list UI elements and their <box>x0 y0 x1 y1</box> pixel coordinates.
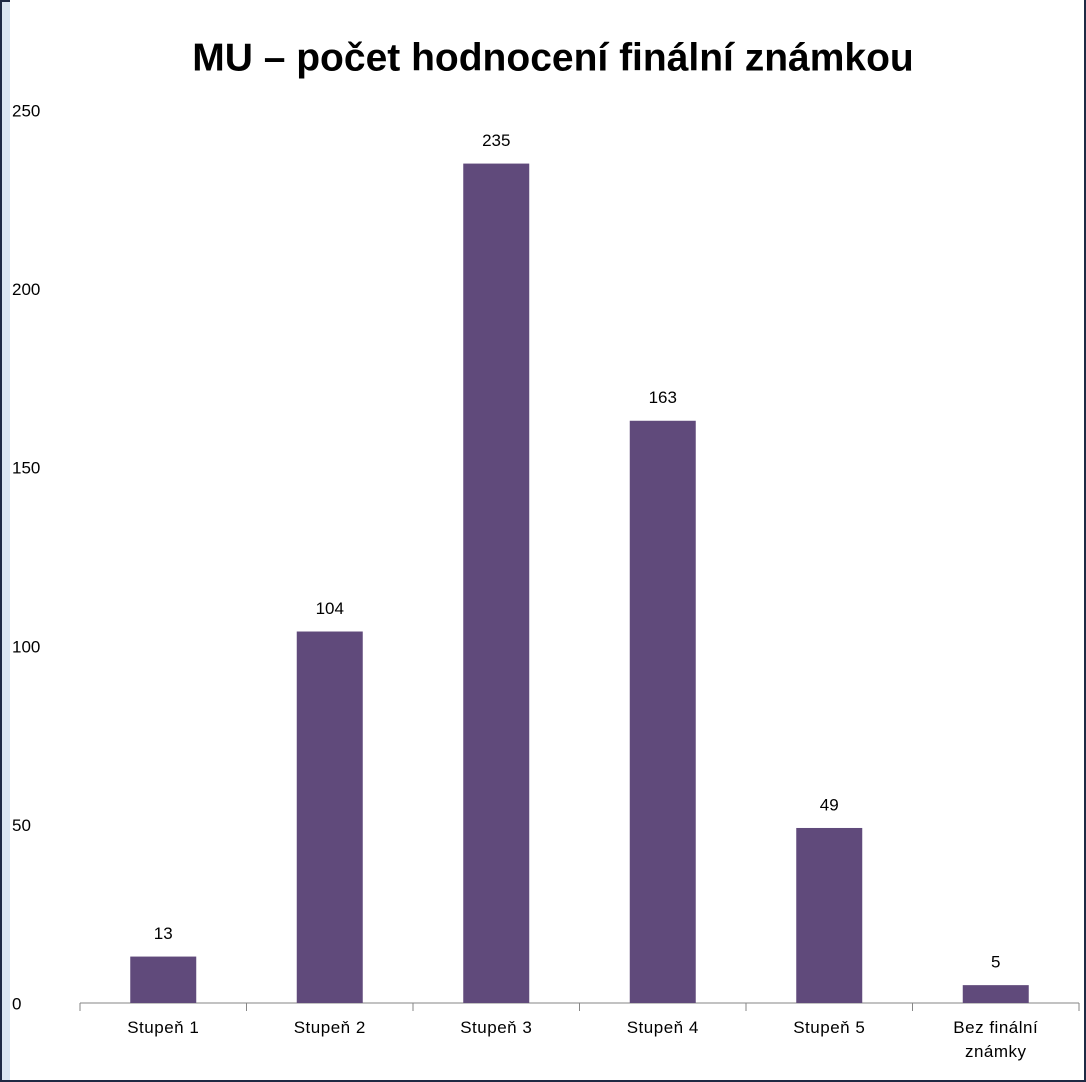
x-tick-label: Bez finální známky <box>953 1018 1039 1061</box>
bar <box>629 420 696 1003</box>
bar <box>796 827 863 1003</box>
bar <box>296 631 363 1003</box>
y-tick-label: 250 <box>12 101 40 120</box>
data-label: 5 <box>991 953 1000 972</box>
y-tick-label: 100 <box>12 637 40 656</box>
x-tick-label: Stupeň 1 <box>127 1018 200 1037</box>
y-tick-label: 200 <box>12 280 40 299</box>
data-label: 49 <box>820 795 839 814</box>
plot-area <box>10 0 1084 1080</box>
x-tick-label: Stupeň 4 <box>626 1018 699 1037</box>
y-tick-label: 150 <box>12 459 40 478</box>
x-tick-label: Stupeň 2 <box>293 1018 366 1037</box>
x-tick-label: Stupeň 3 <box>460 1018 533 1037</box>
x-tick-label: Stupeň 5 <box>793 1018 866 1037</box>
data-label: 235 <box>482 131 510 150</box>
y-tick-label: 0 <box>12 994 21 1013</box>
bar <box>130 956 197 1003</box>
bar <box>962 985 1029 1003</box>
data-label: 163 <box>649 388 677 407</box>
data-label: 104 <box>316 599 344 618</box>
y-tick-label: 50 <box>12 816 31 835</box>
bar <box>463 163 530 1003</box>
chart-title: MU – počet hodnocení finální známkou <box>192 36 914 79</box>
data-label: 13 <box>154 924 173 943</box>
